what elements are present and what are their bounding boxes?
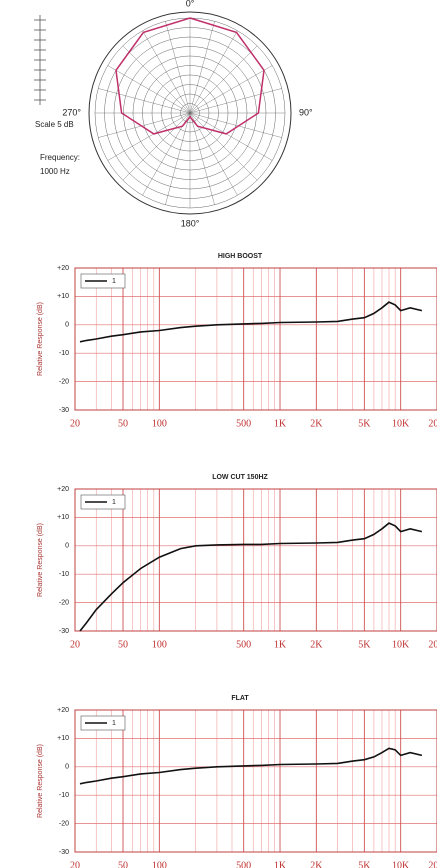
x-tick-label: 100 bbox=[152, 639, 167, 650]
angle-label: 270° bbox=[62, 107, 81, 117]
x-tick-label: 50 bbox=[118, 860, 128, 868]
polar-outer bbox=[88, 11, 292, 215]
polar-ring bbox=[180, 103, 200, 123]
chart-title: HIGH BOOST bbox=[218, 253, 263, 260]
y-tick-label: -10 bbox=[59, 792, 69, 799]
polar-curve bbox=[115, 17, 265, 135]
y-tick-label: 0 bbox=[65, 543, 69, 550]
series-line bbox=[79, 301, 423, 343]
y-tick-label: -10 bbox=[59, 350, 69, 357]
y-tick-label: -20 bbox=[59, 378, 69, 385]
x-tick-label: 20K bbox=[428, 418, 437, 429]
y-tick-label: -30 bbox=[59, 849, 69, 856]
x-tick-label: 100 bbox=[152, 418, 167, 429]
y-axis-label: Relative Response (dB) bbox=[37, 523, 44, 597]
x-tick-label: 5K bbox=[358, 418, 371, 429]
x-tick-label: 20 bbox=[70, 418, 80, 429]
series-line bbox=[79, 747, 423, 785]
legend-label: 1 bbox=[112, 278, 116, 285]
angle-label: 180° bbox=[181, 218, 200, 228]
x-tick-label: 500 bbox=[236, 639, 251, 650]
polar-ring bbox=[161, 84, 219, 142]
x-tick-label: 5K bbox=[358, 860, 371, 868]
y-tick-label: +20 bbox=[57, 265, 69, 272]
polar-ring bbox=[170, 93, 210, 133]
y-tick-label: +10 bbox=[57, 293, 69, 300]
annotation: Scale 5 dB bbox=[35, 120, 74, 129]
scale-bar bbox=[34, 15, 46, 105]
x-tick-label: 1K bbox=[274, 639, 287, 650]
polar-ring bbox=[104, 27, 276, 199]
y-tick-label: +20 bbox=[57, 707, 69, 714]
polar-ring bbox=[113, 36, 267, 190]
x-tick-label: 2K bbox=[310, 639, 323, 650]
y-tick-label: 0 bbox=[65, 322, 69, 329]
plot-frame bbox=[74, 267, 437, 411]
legend-label: 1 bbox=[112, 499, 116, 506]
plot-frame bbox=[74, 488, 437, 632]
x-tick-label: 20 bbox=[70, 639, 80, 650]
y-axis-label: Relative Response (dB) bbox=[37, 302, 44, 376]
polar-ring bbox=[123, 46, 257, 180]
angle-label: 90° bbox=[299, 107, 313, 117]
y-axis-label: Relative Response (dB) bbox=[37, 744, 44, 818]
chart-title: LOW CUT 150HZ bbox=[212, 474, 268, 481]
y-tick-label: -30 bbox=[59, 407, 69, 414]
polar-ring bbox=[151, 74, 229, 152]
x-tick-label: 20K bbox=[428, 860, 437, 868]
x-tick-label: 2K bbox=[310, 418, 323, 429]
legend-label: 1 bbox=[112, 720, 116, 727]
annotation: 1000 Hz bbox=[40, 167, 70, 176]
annotation: Frequency: bbox=[40, 153, 80, 162]
y-tick-label: -30 bbox=[59, 628, 69, 635]
x-tick-label: 50 bbox=[118, 418, 128, 429]
x-tick-label: 500 bbox=[236, 860, 251, 868]
x-tick-label: 1K bbox=[274, 418, 287, 429]
x-tick-label: 5K bbox=[358, 639, 371, 650]
x-tick-label: 1K bbox=[274, 860, 287, 868]
y-tick-label: +10 bbox=[57, 735, 69, 742]
x-tick-label: 10K bbox=[392, 860, 410, 868]
x-tick-label: 50 bbox=[118, 639, 128, 650]
chart-title: FLAT bbox=[231, 695, 249, 702]
y-tick-label: -20 bbox=[59, 820, 69, 827]
x-tick-label: 10K bbox=[392, 639, 410, 650]
x-tick-label: 20K bbox=[428, 639, 437, 650]
series-line bbox=[79, 522, 423, 632]
y-tick-label: -20 bbox=[59, 599, 69, 606]
x-tick-label: 500 bbox=[236, 418, 251, 429]
x-tick-label: 20 bbox=[70, 860, 80, 868]
y-tick-label: +10 bbox=[57, 514, 69, 521]
y-tick-label: +20 bbox=[57, 486, 69, 493]
polar-ring bbox=[142, 65, 238, 161]
plot-frame bbox=[74, 709, 437, 853]
x-tick-label: 100 bbox=[152, 860, 167, 868]
polar-ring bbox=[132, 55, 248, 171]
angle-label: 0° bbox=[186, 0, 195, 8]
y-tick-label: -10 bbox=[59, 571, 69, 578]
x-tick-label: 10K bbox=[392, 418, 410, 429]
y-tick-label: 0 bbox=[65, 764, 69, 771]
x-tick-label: 2K bbox=[310, 860, 323, 868]
